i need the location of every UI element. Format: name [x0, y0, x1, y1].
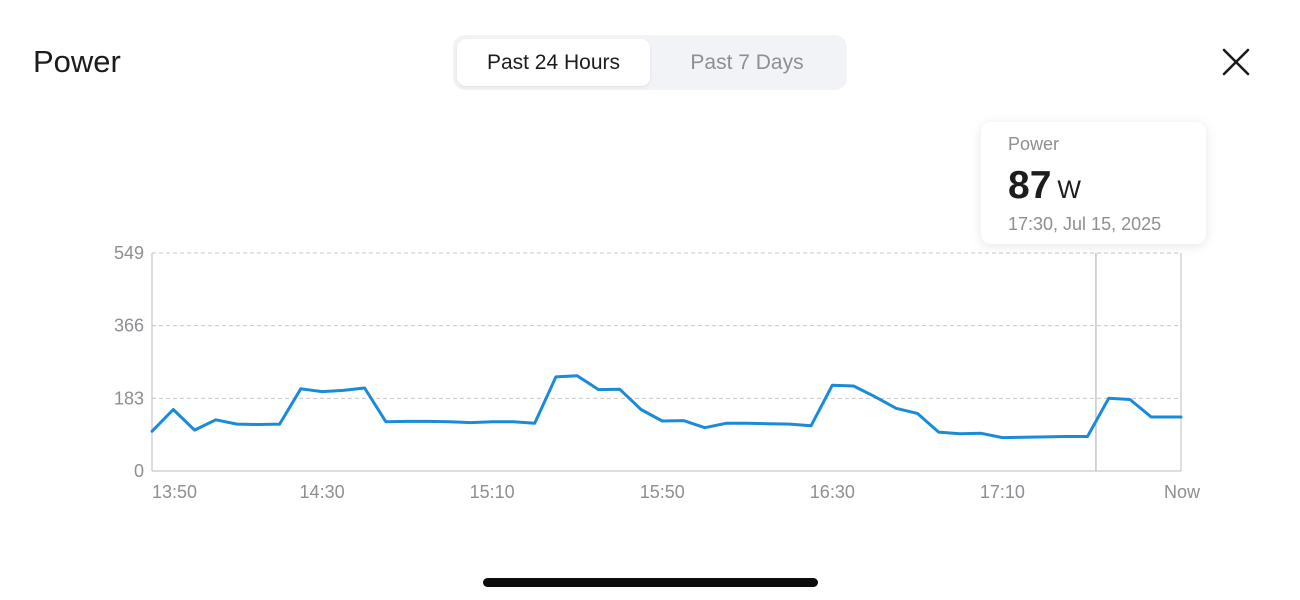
tooltip-label: Power [1008, 134, 1060, 154]
page-title: Power [33, 44, 121, 79]
y-tick-label: 366 [114, 316, 144, 336]
time-range-selector: Past 24 Hours Past 7 Days [453, 35, 847, 90]
series-line [150, 374, 1183, 440]
y-tick-label: 0 [134, 461, 144, 481]
y-tick-label: 183 [114, 388, 144, 408]
value-tooltip: Power 87 W 17:30, Jul 15, 2025 [981, 122, 1206, 244]
x-tick-label: 13:50 [152, 482, 197, 502]
tooltip-number: 87 [1008, 164, 1052, 207]
tooltip-timestamp: 17:30, Jul 15, 2025 [1008, 214, 1162, 234]
y-tick-label: 549 [114, 243, 144, 263]
x-tick-label: 15:50 [640, 482, 685, 502]
close-icon [1222, 48, 1250, 76]
home-indicator [483, 578, 818, 587]
x-tick-label: 16:30 [810, 482, 855, 502]
tab-past-7-days[interactable]: Past 7 Days [690, 50, 804, 74]
x-tick-label: 17:10 [980, 482, 1025, 502]
tooltip-unit: W [1057, 176, 1081, 204]
x-tick-label: 14:30 [300, 482, 345, 502]
close-button[interactable] [1218, 44, 1254, 80]
tab-past-24-hours[interactable]: Past 24 Hours [457, 39, 650, 86]
x-tick-label: Now [1164, 482, 1201, 502]
tooltip-value: 87 W [1008, 164, 1081, 208]
x-tick-label: 15:10 [470, 482, 515, 502]
